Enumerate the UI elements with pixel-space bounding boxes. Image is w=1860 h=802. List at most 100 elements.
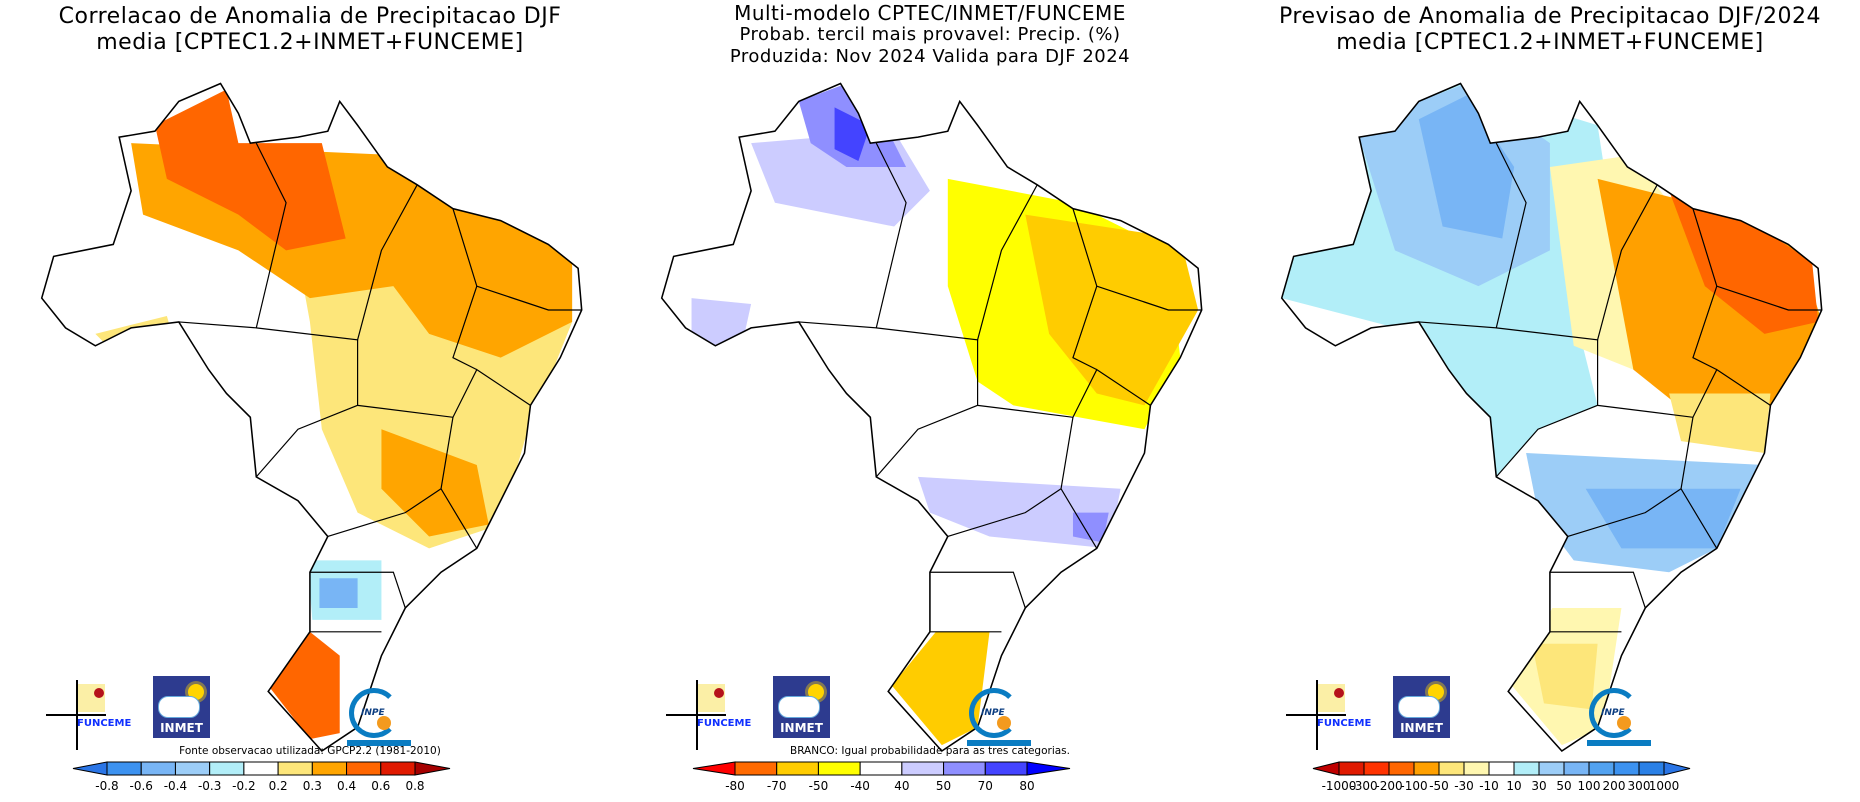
title-line: media [CPTEC1.2+INMET+FUNCEME] xyxy=(1336,30,1764,55)
inmet-logo: INMET xyxy=(773,676,830,738)
colorbar-tick-label: 0.3 xyxy=(303,779,322,793)
colorbar-swatch xyxy=(943,761,986,776)
anomaly-region xyxy=(1669,393,1771,454)
state-border xyxy=(256,184,418,341)
panel-tercile-probability: Multi-modelo CPTEC/INMET/FUNCEME Probab.… xyxy=(620,0,1240,802)
colorbar-high-arrow xyxy=(414,761,451,776)
colorbar-tick-label: 40 xyxy=(894,779,909,793)
colorbar-swatch xyxy=(1638,761,1665,776)
state-border xyxy=(798,142,907,329)
title-line: Multi-modelo CPTEC/INMET/FUNCEME xyxy=(734,1,1126,25)
state-border xyxy=(178,142,287,329)
anomaly-region xyxy=(154,89,346,251)
colorbar-tick-label: -40 xyxy=(850,779,870,793)
colorbar-swatch xyxy=(346,761,382,776)
anomaly-region xyxy=(1025,214,1199,406)
colorbar-tick-label: -100 xyxy=(1400,779,1427,793)
country-border xyxy=(660,82,1203,753)
colorbar-tick-label: 100 xyxy=(1578,779,1601,793)
panel-title: Correlacao de Anomalia de Precipitacao D… xyxy=(0,4,620,56)
colorbar-swatch xyxy=(901,761,945,776)
anomaly-region xyxy=(918,476,1121,549)
colorbar-tick-label: 50 xyxy=(936,779,951,793)
colorbar-tick-label: -1000 xyxy=(1322,779,1357,793)
inmet-logo: INMET xyxy=(1393,676,1450,738)
state-border xyxy=(1567,488,1682,538)
colorbar-tick-label: 1000 xyxy=(1649,779,1680,793)
colorbar-low-arrow xyxy=(692,761,736,776)
colorbar-tick-label: 50 xyxy=(1556,779,1571,793)
state-border xyxy=(1418,142,1527,329)
title-line: media [CPTEC1.2+INMET+FUNCEME] xyxy=(96,30,524,55)
anomaly-region xyxy=(891,631,990,746)
colorbar-tick-label: 80 xyxy=(1019,779,1034,793)
colorbar-tick-label: -30 xyxy=(1454,779,1474,793)
state-border xyxy=(929,571,1026,609)
colorbar-swatch xyxy=(1563,761,1590,776)
colorbar-tick-label: 70 xyxy=(978,779,993,793)
colorbar-tick-label: -0.8 xyxy=(95,779,118,793)
colorbar-swatch xyxy=(1388,761,1415,776)
colorbar-swatch xyxy=(817,761,861,776)
colorbar-tick-label: -200 xyxy=(1375,779,1402,793)
colorbar-low-arrow xyxy=(1312,761,1340,776)
panel-anomaly-forecast: Previsao de Anomalia de Precipitacao DJF… xyxy=(1240,0,1860,802)
data-source-note: Fonte observacao utilizada: GPCP2.2 (198… xyxy=(179,745,441,757)
anomaly-region xyxy=(381,429,489,537)
inpe-logo-text: INPE xyxy=(361,708,385,718)
anomaly-region xyxy=(319,578,358,608)
anomaly-region xyxy=(1418,95,1515,239)
funceme-logo-text: FUNCEME xyxy=(77,718,132,729)
anomaly-region xyxy=(268,631,340,740)
panel-title: Previsao de Anomalia de Precipitacao DJF… xyxy=(1240,4,1860,56)
colorbar-swatch xyxy=(209,761,245,776)
colorbar-high-arrow xyxy=(1663,761,1691,776)
country-border xyxy=(40,82,583,753)
colorbar-swatch xyxy=(1613,761,1640,776)
funceme-logo-text: FUNCEME xyxy=(697,718,752,729)
inmet-logo-text: INMET xyxy=(1400,721,1443,735)
state-border xyxy=(1496,184,1658,341)
colorbar-swatch xyxy=(277,761,313,776)
state-border xyxy=(357,368,531,418)
state-border xyxy=(309,571,406,609)
anomaly-region xyxy=(1072,512,1109,543)
colorbar-tick-label: -0.4 xyxy=(164,779,187,793)
country-border xyxy=(1280,82,1823,753)
state-border xyxy=(1060,417,1098,549)
inpe-logo: INPE xyxy=(967,682,1033,748)
colorbar-swatch xyxy=(1513,761,1540,776)
colorbar-tick-label: 0.6 xyxy=(371,779,390,793)
colorbar-swatch xyxy=(734,761,778,776)
state-border xyxy=(1549,571,1646,609)
title-line: Previsao de Anomalia de Precipitacao DJF… xyxy=(1279,4,1821,29)
funceme-logo: FUNCEME xyxy=(46,680,131,750)
funceme-logo-text: FUNCEME xyxy=(1317,718,1372,729)
state-border xyxy=(875,339,979,478)
brazil-map xyxy=(660,82,1203,753)
anomaly-region xyxy=(1585,488,1741,549)
colorbar-swatch xyxy=(174,761,211,776)
colorbar-swatch xyxy=(1538,761,1565,776)
colorbar-swatch xyxy=(140,761,176,776)
legend-note: BRANCO: Igual probabilidade para as tres… xyxy=(789,745,1070,757)
colorbar-tick-label: 0.8 xyxy=(405,779,424,793)
colorbar-swatch xyxy=(1363,761,1390,776)
funceme-logo: FUNCEME xyxy=(1286,680,1371,750)
state-border xyxy=(1680,417,1718,549)
title-line: Correlacao de Anomalia de Precipitacao D… xyxy=(58,4,562,29)
colorbar-tick-label: -80 xyxy=(725,779,745,793)
state-border xyxy=(1692,285,1718,371)
colorbar-tick-label: -10 xyxy=(1479,779,1499,793)
state-border xyxy=(327,488,442,538)
state-border xyxy=(255,339,359,478)
state-border xyxy=(452,208,582,311)
state-border xyxy=(1495,339,1599,478)
colorbar-swatch xyxy=(984,761,1028,776)
inpe-logo: INPE xyxy=(1587,682,1653,748)
title-line: Probab. tercil mais provavel: Precip. (%… xyxy=(739,24,1121,45)
colorbar-low-arrow xyxy=(72,761,108,776)
state-border xyxy=(1692,208,1822,311)
colorbar-swatch xyxy=(311,761,348,776)
colorbar-tick-label: 300 xyxy=(1628,779,1651,793)
